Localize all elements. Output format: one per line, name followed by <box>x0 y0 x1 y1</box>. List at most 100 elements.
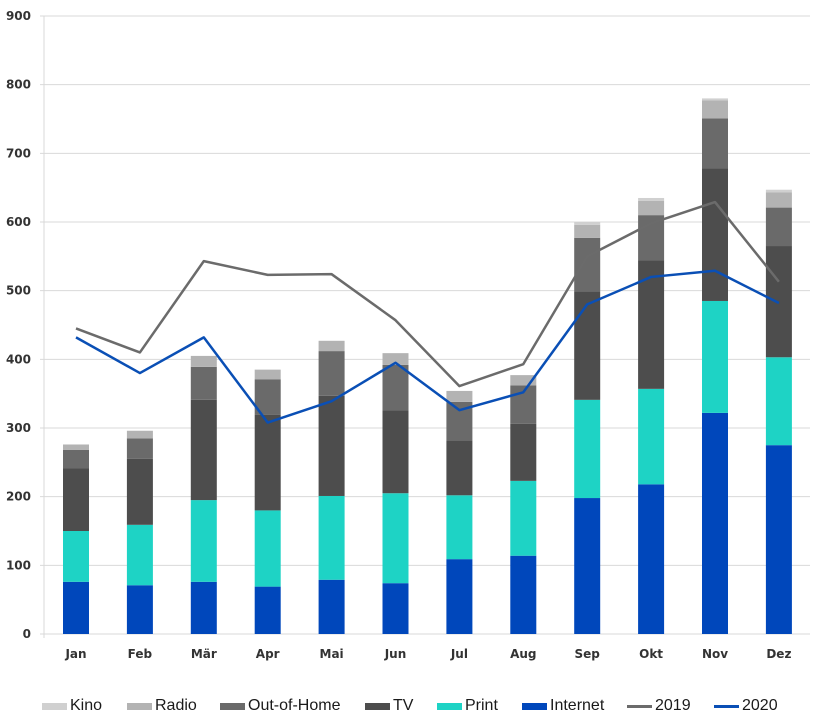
y-tick-label: 400 <box>6 352 31 366</box>
x-tick-label: Sep <box>575 647 601 661</box>
bar-radio-Mai <box>318 340 345 352</box>
bar-print-Apr <box>254 510 281 587</box>
bar-out-of-home-Dez <box>765 207 792 247</box>
legend-label: Radio <box>155 697 197 714</box>
bar-out-of-home-Jun <box>382 364 409 411</box>
y-tick-label: 200 <box>6 490 31 504</box>
legend-swatch-kino <box>42 702 67 710</box>
bar-print-Sep <box>574 399 601 499</box>
bar-tv-Jun <box>382 410 409 494</box>
bar-stack-Jun <box>382 353 409 634</box>
bar-internet-Jul <box>446 559 473 634</box>
bar-out-of-home-Nov <box>702 118 728 169</box>
y-tick-label: 600 <box>6 215 31 229</box>
bar-tv-Jul <box>446 440 473 496</box>
bar-out-of-home-Okt <box>638 215 665 261</box>
bar-tv-Nov <box>702 168 728 301</box>
bar-radio-Feb <box>126 430 153 439</box>
legend-swatch-tv <box>365 702 390 710</box>
x-tick-label: Mai <box>320 647 344 661</box>
line-2020 <box>75 269 780 424</box>
legend: Kino Radio Out-of-Home TV Print Internet… <box>0 694 817 718</box>
bar-out-of-home-Jan <box>63 449 89 469</box>
legend-label: 2020 <box>742 697 778 714</box>
x-tick-label: Okt <box>639 647 663 661</box>
legend-item-radio: Radio <box>127 694 197 718</box>
legend-swatch-radio <box>127 702 152 710</box>
bar-out-of-home-Mär <box>190 366 217 400</box>
bar-kino-Sep <box>574 222 601 225</box>
bar-print-Jan <box>63 531 89 582</box>
bar-stack-Mai <box>318 340 345 634</box>
bar-radio-Dez <box>765 192 792 208</box>
bar-internet-Sep <box>574 498 601 634</box>
bar-tv-Jan <box>63 468 89 531</box>
bar-radio-Jan <box>63 444 89 450</box>
legend-line-2020 <box>714 704 739 708</box>
legend-label: Out-of-Home <box>248 697 341 714</box>
bar-radio-Apr <box>254 369 281 380</box>
bar-radio-Aug <box>510 375 537 386</box>
bar-internet-Jan <box>63 581 89 634</box>
legend-item-kino: Kino <box>42 694 102 718</box>
gridlines <box>40 15 810 638</box>
legend-label: Kino <box>70 697 103 714</box>
bar-tv-Feb <box>126 458 153 525</box>
legend-swatch-internet <box>522 702 547 710</box>
y-tick-label: 100 <box>6 558 31 572</box>
bar-stack-Feb <box>126 430 153 634</box>
bar-print-Dez <box>765 357 792 446</box>
bar-internet-Mär <box>190 581 217 634</box>
y-axis-ticks: 0 100 200 300 400 500 600 700 800 900 <box>6 9 31 641</box>
bar-internet-Feb <box>126 585 153 634</box>
bar-radio-Jul <box>446 390 473 402</box>
bar-print-Okt <box>638 388 665 485</box>
bar-print-Jun <box>382 493 409 584</box>
bar-internet-Apr <box>254 586 281 634</box>
line-2019 <box>75 200 780 388</box>
legend-line-2019 <box>627 704 652 708</box>
bars <box>63 98 792 634</box>
bar-kino-Okt <box>638 197 665 201</box>
x-axis-ticks: Jan Feb Mär Apr Mai Jun Jul Aug Sep Okt Nov Dez <box>64 647 791 661</box>
legend-item-2020: 2020 <box>714 694 778 718</box>
x-tick-label: Nov <box>702 647 728 661</box>
bar-print-Jul <box>446 495 473 560</box>
bar-internet-Aug <box>510 555 537 634</box>
bar-tv-Mär <box>190 399 217 501</box>
legend-item-internet: Internet <box>522 694 604 718</box>
bar-out-of-home-Mai <box>318 351 345 396</box>
legend-label: 2019 <box>655 697 691 714</box>
bar-print-Mai <box>318 495 345 580</box>
legend-item-print: Print <box>437 694 498 718</box>
x-tick-label: Feb <box>128 647 153 661</box>
y-tick-label: 700 <box>6 146 31 160</box>
bar-stack-Jul <box>446 390 473 634</box>
bar-stack-Sep <box>574 222 601 634</box>
bar-tv-Apr <box>254 414 281 511</box>
lines <box>75 200 780 424</box>
bar-print-Nov <box>702 300 728 413</box>
legend-label: TV <box>393 697 414 714</box>
bar-radio-Mär <box>190 355 217 367</box>
bar-print-Aug <box>510 480 537 556</box>
bar-stack-Okt <box>638 197 665 634</box>
bar-stack-Jan <box>63 444 89 634</box>
bar-radio-Okt <box>638 200 665 216</box>
bar-stack-Apr <box>254 369 281 634</box>
y-tick-label: 300 <box>6 421 31 435</box>
bar-tv-Aug <box>510 423 537 481</box>
legend-swatch-print <box>437 702 462 710</box>
bar-radio-Jun <box>382 353 409 365</box>
bar-tv-Mai <box>318 395 345 496</box>
legend-item-2019: 2019 <box>627 694 691 718</box>
bar-print-Mär <box>190 500 217 582</box>
bar-tv-Sep <box>574 291 601 400</box>
legend-item-out-of-home: Out-of-Home <box>220 694 340 718</box>
bar-stack-Aug <box>510 375 537 634</box>
bar-internet-Mai <box>318 579 345 634</box>
x-tick-label: Jul <box>450 647 468 661</box>
bar-out-of-home-Feb <box>126 438 153 459</box>
x-tick-label: Jun <box>384 647 407 661</box>
stacked-bar-line-chart: 0 100 200 300 400 500 600 700 800 900 Jan Feb Mär Ap… <box>6 9 810 661</box>
